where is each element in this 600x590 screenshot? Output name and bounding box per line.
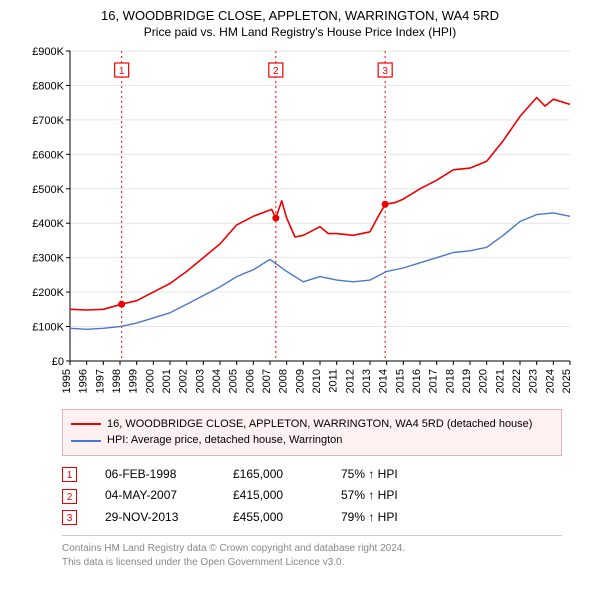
chart-plot-area: £0 £100K £200K £300K £400K £500K £600K £700K £80… [20, 43, 580, 403]
svg-text:£700K: £700K [32, 115, 64, 127]
svg-text:£600K: £600K [32, 149, 64, 161]
legend-item: HPI: Average price, detached house, Warr… [71, 432, 553, 449]
footer-line-2: This data is licensed under the Open Gov… [62, 556, 562, 570]
svg-text:£400K: £400K [32, 218, 64, 230]
svg-text:2023: 2023 [528, 369, 540, 393]
svg-text:2019: 2019 [461, 369, 473, 393]
legend-label: HPI: Average price, detached house, Warr… [107, 432, 342, 449]
svg-text:2011: 2011 [328, 369, 340, 393]
svg-text:£0: £0 [52, 356, 64, 368]
svg-text:2002: 2002 [178, 369, 190, 393]
svg-text:2016: 2016 [411, 369, 423, 393]
svg-text:2003: 2003 [194, 369, 206, 393]
line-chart: £0 £100K £200K £300K £400K £500K £600K £700K £80… [20, 43, 580, 403]
sale-pct: 79% ↑ HPI [341, 507, 461, 529]
svg-text:1: 1 [119, 66, 125, 77]
sale-marker-box: 1 [62, 467, 77, 482]
svg-text:1997: 1997 [94, 369, 106, 393]
svg-text:2014: 2014 [378, 369, 390, 393]
sale-date: 06-FEB-1998 [105, 464, 205, 486]
svg-text:1998: 1998 [111, 369, 123, 393]
sale-date: 29-NOV-2013 [105, 507, 205, 529]
svg-text:2: 2 [273, 66, 279, 77]
svg-text:2018: 2018 [444, 369, 456, 393]
sale-marker-box: 3 [62, 510, 77, 525]
legend-item: 16, WOODBRIDGE CLOSE, APPLETON, WARRINGT… [71, 416, 553, 433]
svg-text:2010: 2010 [311, 369, 323, 393]
footer-line-1: Contains HM Land Registry data © Crown c… [62, 542, 562, 556]
sale-row: 2 04-MAY-2007 £415,000 57% ↑ HPI [62, 485, 562, 507]
sales-table: 1 06-FEB-1998 £165,000 75% ↑ HPI 2 04-MAY-200… [62, 464, 562, 529]
svg-text:2008: 2008 [278, 369, 290, 393]
svg-text:2020: 2020 [478, 369, 490, 393]
svg-text:2021: 2021 [494, 369, 506, 393]
sale-price: £415,000 [233, 485, 313, 507]
chart-container: 16, WOODBRIDGE CLOSE, APPLETON, WARRINGT… [0, 0, 600, 590]
svg-text:2001: 2001 [161, 369, 173, 393]
svg-text:2022: 2022 [511, 369, 523, 393]
chart-title: 16, WOODBRIDGE CLOSE, APPLETON, WARRINGT… [10, 8, 590, 25]
svg-text:3: 3 [382, 66, 388, 77]
svg-text:2004: 2004 [211, 369, 223, 393]
sale-pct: 57% ↑ HPI [341, 485, 461, 507]
sale-price: £455,000 [233, 507, 313, 529]
sale-marker-box: 2 [62, 489, 77, 504]
svg-text:2013: 2013 [361, 369, 373, 393]
svg-text:2024: 2024 [544, 369, 556, 393]
sale-price: £165,000 [233, 464, 313, 486]
svg-text:2005: 2005 [228, 369, 240, 393]
svg-text:£900K: £900K [32, 46, 64, 58]
legend-swatch [71, 440, 101, 442]
sale-pct: 75% ↑ HPI [341, 464, 461, 486]
svg-text:£100K: £100K [32, 321, 64, 333]
sale-row: 3 29-NOV-2013 £455,000 79% ↑ HPI [62, 507, 562, 529]
svg-text:£300K: £300K [32, 253, 64, 265]
legend-label: 16, WOODBRIDGE CLOSE, APPLETON, WARRINGT… [107, 416, 532, 433]
svg-text:2007: 2007 [261, 369, 273, 393]
svg-text:2025: 2025 [561, 369, 573, 393]
chart-subtitle: Price paid vs. HM Land Registry's House … [10, 25, 590, 39]
svg-text:£800K: £800K [32, 80, 64, 92]
svg-text:1999: 1999 [128, 369, 140, 393]
svg-text:1995: 1995 [61, 369, 73, 393]
svg-text:£500K: £500K [32, 184, 64, 196]
svg-text:2009: 2009 [294, 369, 306, 393]
sale-date: 04-MAY-2007 [105, 485, 205, 507]
legend-box: 16, WOODBRIDGE CLOSE, APPLETON, WARRINGT… [62, 409, 562, 456]
svg-text:2006: 2006 [244, 369, 256, 393]
svg-text:2012: 2012 [344, 369, 356, 393]
svg-text:1996: 1996 [78, 369, 90, 393]
svg-text:2000: 2000 [144, 369, 156, 393]
svg-text:2017: 2017 [428, 369, 440, 393]
svg-text:2015: 2015 [394, 369, 406, 393]
legend-swatch [71, 423, 101, 425]
sale-row: 1 06-FEB-1998 £165,000 75% ↑ HPI [62, 464, 562, 486]
footer-attribution: Contains HM Land Registry data © Crown c… [62, 535, 562, 570]
svg-text:£200K: £200K [32, 287, 64, 299]
